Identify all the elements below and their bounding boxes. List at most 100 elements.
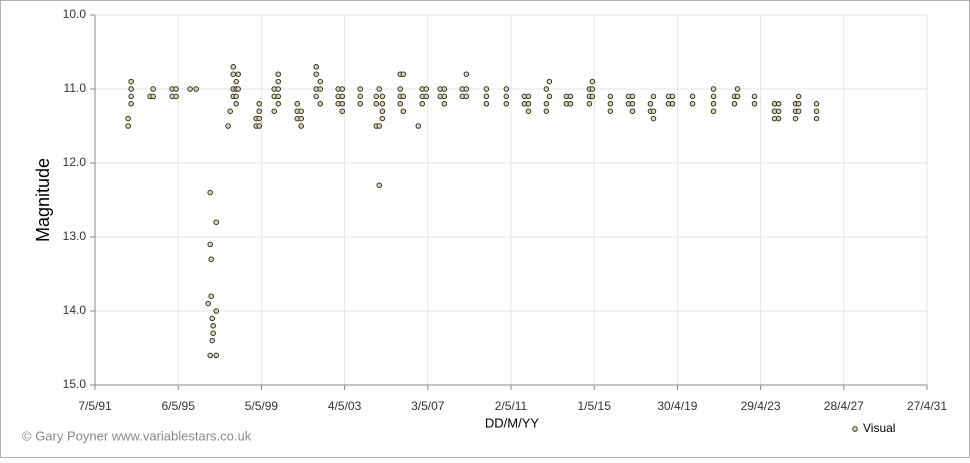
data-point [230,64,236,70]
data-point [543,86,550,92]
data-point [213,219,219,225]
data-point [256,101,262,107]
data-point [589,86,596,92]
data-point [294,101,300,107]
data-point [423,86,430,92]
data-point [128,101,134,107]
data-point [710,86,717,92]
data-point [567,101,574,107]
data-point [795,93,802,100]
data-point [400,93,407,100]
data-point [525,108,532,114]
y-tick-label: 10.0 [63,7,87,21]
x-tick-label: 6/5/95 [162,399,196,413]
data-point [379,101,386,107]
data-point [415,123,422,129]
data-point [173,86,179,92]
data-point [128,78,134,85]
data-point [525,93,532,100]
data-point [689,93,696,100]
data-point [400,108,407,114]
data-point [233,93,239,100]
data-point [589,93,596,100]
data-point [607,101,614,107]
data-point [187,86,193,92]
x-tick-label: 28/4/27 [824,399,864,413]
data-point [225,123,231,129]
data-point [483,86,490,92]
data-point [275,93,281,100]
y-axis-title: Magnitude [33,158,53,242]
data-point [423,93,430,100]
data-point [209,315,215,322]
data-point [689,101,696,107]
data-point [256,108,262,114]
data-point [125,115,131,122]
data-point [173,93,179,100]
x-tick-label: 27/4/31 [907,399,947,413]
data-point [256,115,262,122]
data-point [775,101,782,107]
data-point [775,108,782,114]
data-point [208,256,214,262]
data-point [210,330,216,336]
data-point [650,93,657,100]
data-point [373,101,380,107]
data-point [397,86,404,92]
data-point [230,71,236,77]
data-point [543,108,550,114]
data-point [589,78,596,85]
data-point [256,123,262,129]
x-tick-label: 30/4/19 [657,399,697,413]
data-point [205,300,211,307]
x-tick-label: 5/5/99 [245,399,279,413]
data-point [209,337,215,344]
data-point [233,101,239,107]
data-point [503,93,510,100]
data-point [233,78,239,85]
data-point [629,108,636,114]
x-tick-label: 1/5/15 [578,399,612,413]
data-point [710,93,717,100]
data-point [546,78,553,85]
data-point [128,86,134,92]
data-point [607,93,614,100]
x-tick-label: 4/5/03 [328,399,362,413]
data-point [317,78,324,85]
data-point [128,93,134,100]
data-point [775,115,782,122]
data-point [813,101,820,107]
data-point [795,101,802,107]
data-point [317,101,324,107]
data-point [317,86,324,92]
data-point [463,71,470,77]
data-point [339,93,346,100]
data-point [150,93,156,100]
data-point [483,93,490,100]
data-point [208,293,214,299]
data-point [275,101,281,107]
data-point [669,93,676,100]
data-point [710,108,717,114]
data-point [313,64,319,70]
data-point [503,86,510,92]
data-point [376,182,382,188]
data-point [751,93,758,100]
data-point [313,93,319,100]
data-point [543,101,550,107]
data-point [441,86,448,92]
x-tick-label: 7/5/91 [78,399,112,413]
data-point [503,101,510,107]
data-point [210,323,216,329]
data-point [731,101,738,107]
data-point [669,101,676,107]
data-point [339,108,346,114]
data-point [213,352,219,359]
data-point [207,352,213,359]
data-point [339,86,346,92]
data-point [193,86,199,92]
data-point [629,101,636,107]
data-point [376,86,382,92]
